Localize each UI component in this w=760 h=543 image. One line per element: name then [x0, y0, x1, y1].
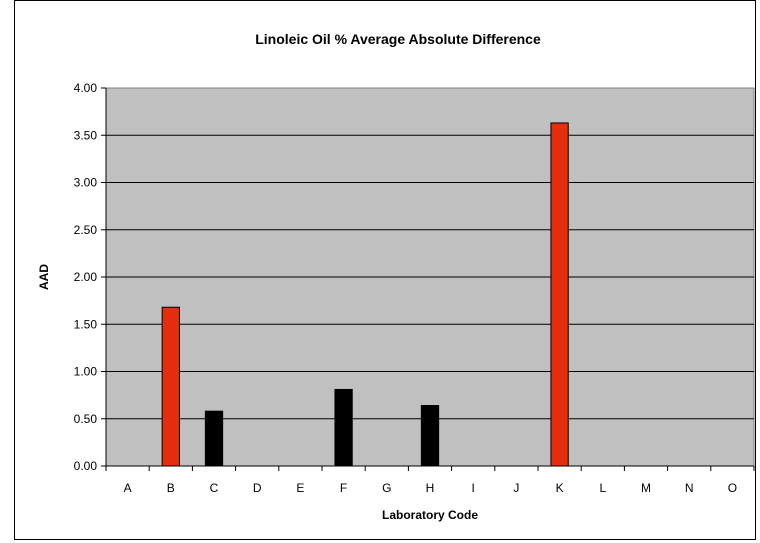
- y-tick-label: 3.50: [74, 128, 98, 142]
- x-tick-label-g: G: [382, 481, 391, 495]
- y-tick-label: 0.50: [74, 412, 98, 426]
- y-tick-label: 0.00: [74, 459, 98, 473]
- bar-h: [420, 405, 440, 467]
- y-axis: 0.00 0.50 1.00 1.50 2.00 2.50 3.00 3.50 4.00: [74, 81, 107, 473]
- x-tick-label-h: H: [426, 481, 435, 495]
- y-tick-label: 2.50: [74, 223, 98, 237]
- bar-k: [550, 122, 569, 467]
- x-axis: A B C D E F G H I J K L M N O: [105, 465, 755, 495]
- x-tick-label-l: L: [599, 481, 606, 495]
- x-tick-label-b: B: [167, 481, 175, 495]
- x-tick-label-d: D: [253, 481, 262, 495]
- x-tick-label-i: I: [472, 481, 475, 495]
- bar-f: [334, 388, 353, 467]
- x-tick-label-a: A: [124, 481, 132, 495]
- x-axis-title: Laboratory Code: [382, 508, 478, 522]
- x-tick-label-e: E: [296, 481, 304, 495]
- y-tick-label: 2.00: [74, 270, 98, 284]
- y-tick-label: 3.00: [74, 176, 98, 190]
- x-tick-label-k: K: [556, 481, 564, 495]
- y-axis-title: AAD: [37, 264, 51, 290]
- y-tick-label: 4.00: [74, 81, 98, 95]
- bars: [161, 122, 569, 467]
- x-tick-label-j: J: [513, 481, 519, 495]
- chart-title: Linoleic Oil % Average Absolute Differen…: [255, 31, 541, 47]
- x-tick-label-c: C: [210, 481, 219, 495]
- y-tick-label: 1.00: [74, 365, 98, 379]
- x-tick-label-n: N: [685, 481, 694, 495]
- bar-b: [161, 306, 180, 467]
- x-tick-label-f: F: [340, 481, 347, 495]
- x-tick-label-m: M: [641, 481, 651, 495]
- y-tick-label: 1.50: [74, 317, 98, 331]
- grid-lines: [106, 134, 754, 420]
- x-tick-label-o: O: [728, 481, 737, 495]
- bar-c: [204, 410, 224, 467]
